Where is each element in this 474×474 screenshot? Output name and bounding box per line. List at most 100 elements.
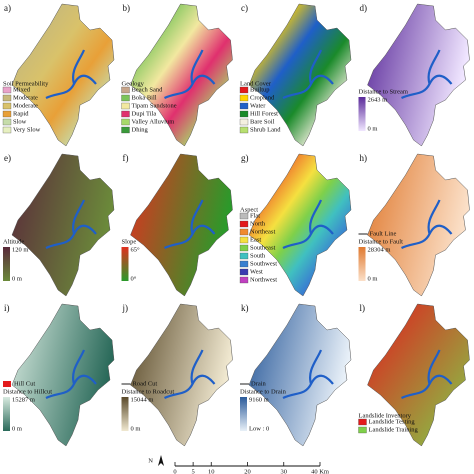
panel-label: h) <box>360 153 368 163</box>
legend-item: Fault Line <box>370 230 397 237</box>
scale-label: 10 <box>208 468 215 474</box>
scale-label: 0 <box>173 468 176 474</box>
legend-swatch <box>239 118 249 126</box>
legend-swatch <box>121 94 130 102</box>
ramp-low: 0 m <box>131 425 141 432</box>
legend-swatch <box>2 86 12 94</box>
panel-label: g) <box>241 153 249 163</box>
panel-label: i) <box>4 303 10 313</box>
legend-swatch <box>239 212 249 220</box>
legend-swatch <box>239 268 249 276</box>
legend-item: Tipam Sandstone <box>132 102 177 109</box>
legend-swatch <box>2 94 12 102</box>
legend-title: Distance to Drain <box>240 388 287 395</box>
map-panel: g)AspectFlatNorthNortheastEastSoutheastS… <box>239 153 352 297</box>
legend-item: Moderate <box>13 94 38 101</box>
ramp-high: 15044 m <box>131 396 154 403</box>
color-ramp <box>121 397 129 431</box>
legend-swatch <box>239 102 249 110</box>
legend-item: West <box>250 268 263 275</box>
ramp-low: 0 m <box>12 275 22 282</box>
legend-item: Northeast <box>250 228 275 235</box>
legend-title: Soil Permeability <box>3 80 49 87</box>
legend-title: Distance to Fault <box>359 238 404 245</box>
legend-title: Distance to Roadcut <box>122 388 175 395</box>
legend-swatch <box>239 94 249 102</box>
legend-swatch <box>239 236 249 244</box>
legend-item: Road Cut <box>133 380 158 387</box>
ramp-high: 15287 m <box>12 396 35 403</box>
legend-title: Altitude <box>3 238 24 245</box>
legend-item: Southeast <box>250 244 275 251</box>
ramp-high: 65° <box>131 246 141 253</box>
map-panel: a)Soil PermeabilityMixedModerateModerate… <box>2 3 115 147</box>
north-label: N <box>148 457 153 464</box>
panel-label: c) <box>241 3 248 13</box>
ramp-low: 0 m <box>12 425 22 432</box>
legend-title: Landslide Inventory <box>359 412 412 419</box>
study-area <box>11 3 115 147</box>
legend-title: Aspect <box>240 206 258 213</box>
legend-swatch <box>239 228 249 236</box>
legend-item: South <box>250 252 266 259</box>
legend-title: Slope <box>122 238 137 245</box>
color-ramp <box>3 397 10 431</box>
legend-item: Builtup <box>250 86 270 93</box>
legend-item: Dupi Tila <box>132 110 157 117</box>
color-ramp <box>3 247 10 281</box>
legend-item: Cropland <box>250 94 275 101</box>
legend-swatch <box>358 426 367 434</box>
panel-label: d) <box>360 3 368 13</box>
legend-item: Very Slow <box>13 126 41 133</box>
legend-item: Southwest <box>250 260 277 267</box>
legend-swatch <box>3 381 11 387</box>
legend-swatch <box>2 126 12 134</box>
legend-swatch <box>239 110 249 118</box>
panel-label: k) <box>241 303 249 313</box>
legend-item: North <box>250 220 266 227</box>
legend-item: Hill Cut <box>14 380 35 387</box>
legend-item: Rapid <box>13 110 29 117</box>
legend-item: Hill Forest <box>250 110 278 117</box>
study-area <box>11 303 115 447</box>
ramp-low: Low : 0 <box>249 425 269 432</box>
scale-label: 30 <box>281 468 288 474</box>
legend-title: Land Cover <box>240 80 272 87</box>
legend-item: Water <box>250 102 266 109</box>
legend-swatch <box>239 244 249 252</box>
panel-label: j) <box>122 303 129 313</box>
ramp-high: 9160 m <box>249 396 269 403</box>
legend-swatch <box>2 118 12 126</box>
study-area <box>130 303 233 447</box>
legend-item: Drain <box>251 380 267 387</box>
color-ramp <box>358 247 366 281</box>
study-area <box>367 3 470 147</box>
legend-swatch <box>2 110 12 118</box>
color-ramp <box>358 97 366 131</box>
ramp-high: 120 m <box>12 246 28 253</box>
legend-swatch <box>358 418 367 426</box>
legend-item: Mixed <box>13 86 31 93</box>
legend-swatch <box>121 102 130 110</box>
legend-item: Northwest <box>250 276 277 283</box>
legend-swatch <box>121 86 130 94</box>
north-arrow <box>158 455 164 466</box>
legend-item: Flat <box>250 212 260 219</box>
legend-swatch <box>239 126 249 134</box>
scale-label: 20 <box>244 468 251 474</box>
legend-item: Moderate <box>13 102 38 109</box>
legend-swatch <box>121 118 130 126</box>
panel-label: l) <box>360 303 366 313</box>
panel-label: f) <box>123 153 129 163</box>
